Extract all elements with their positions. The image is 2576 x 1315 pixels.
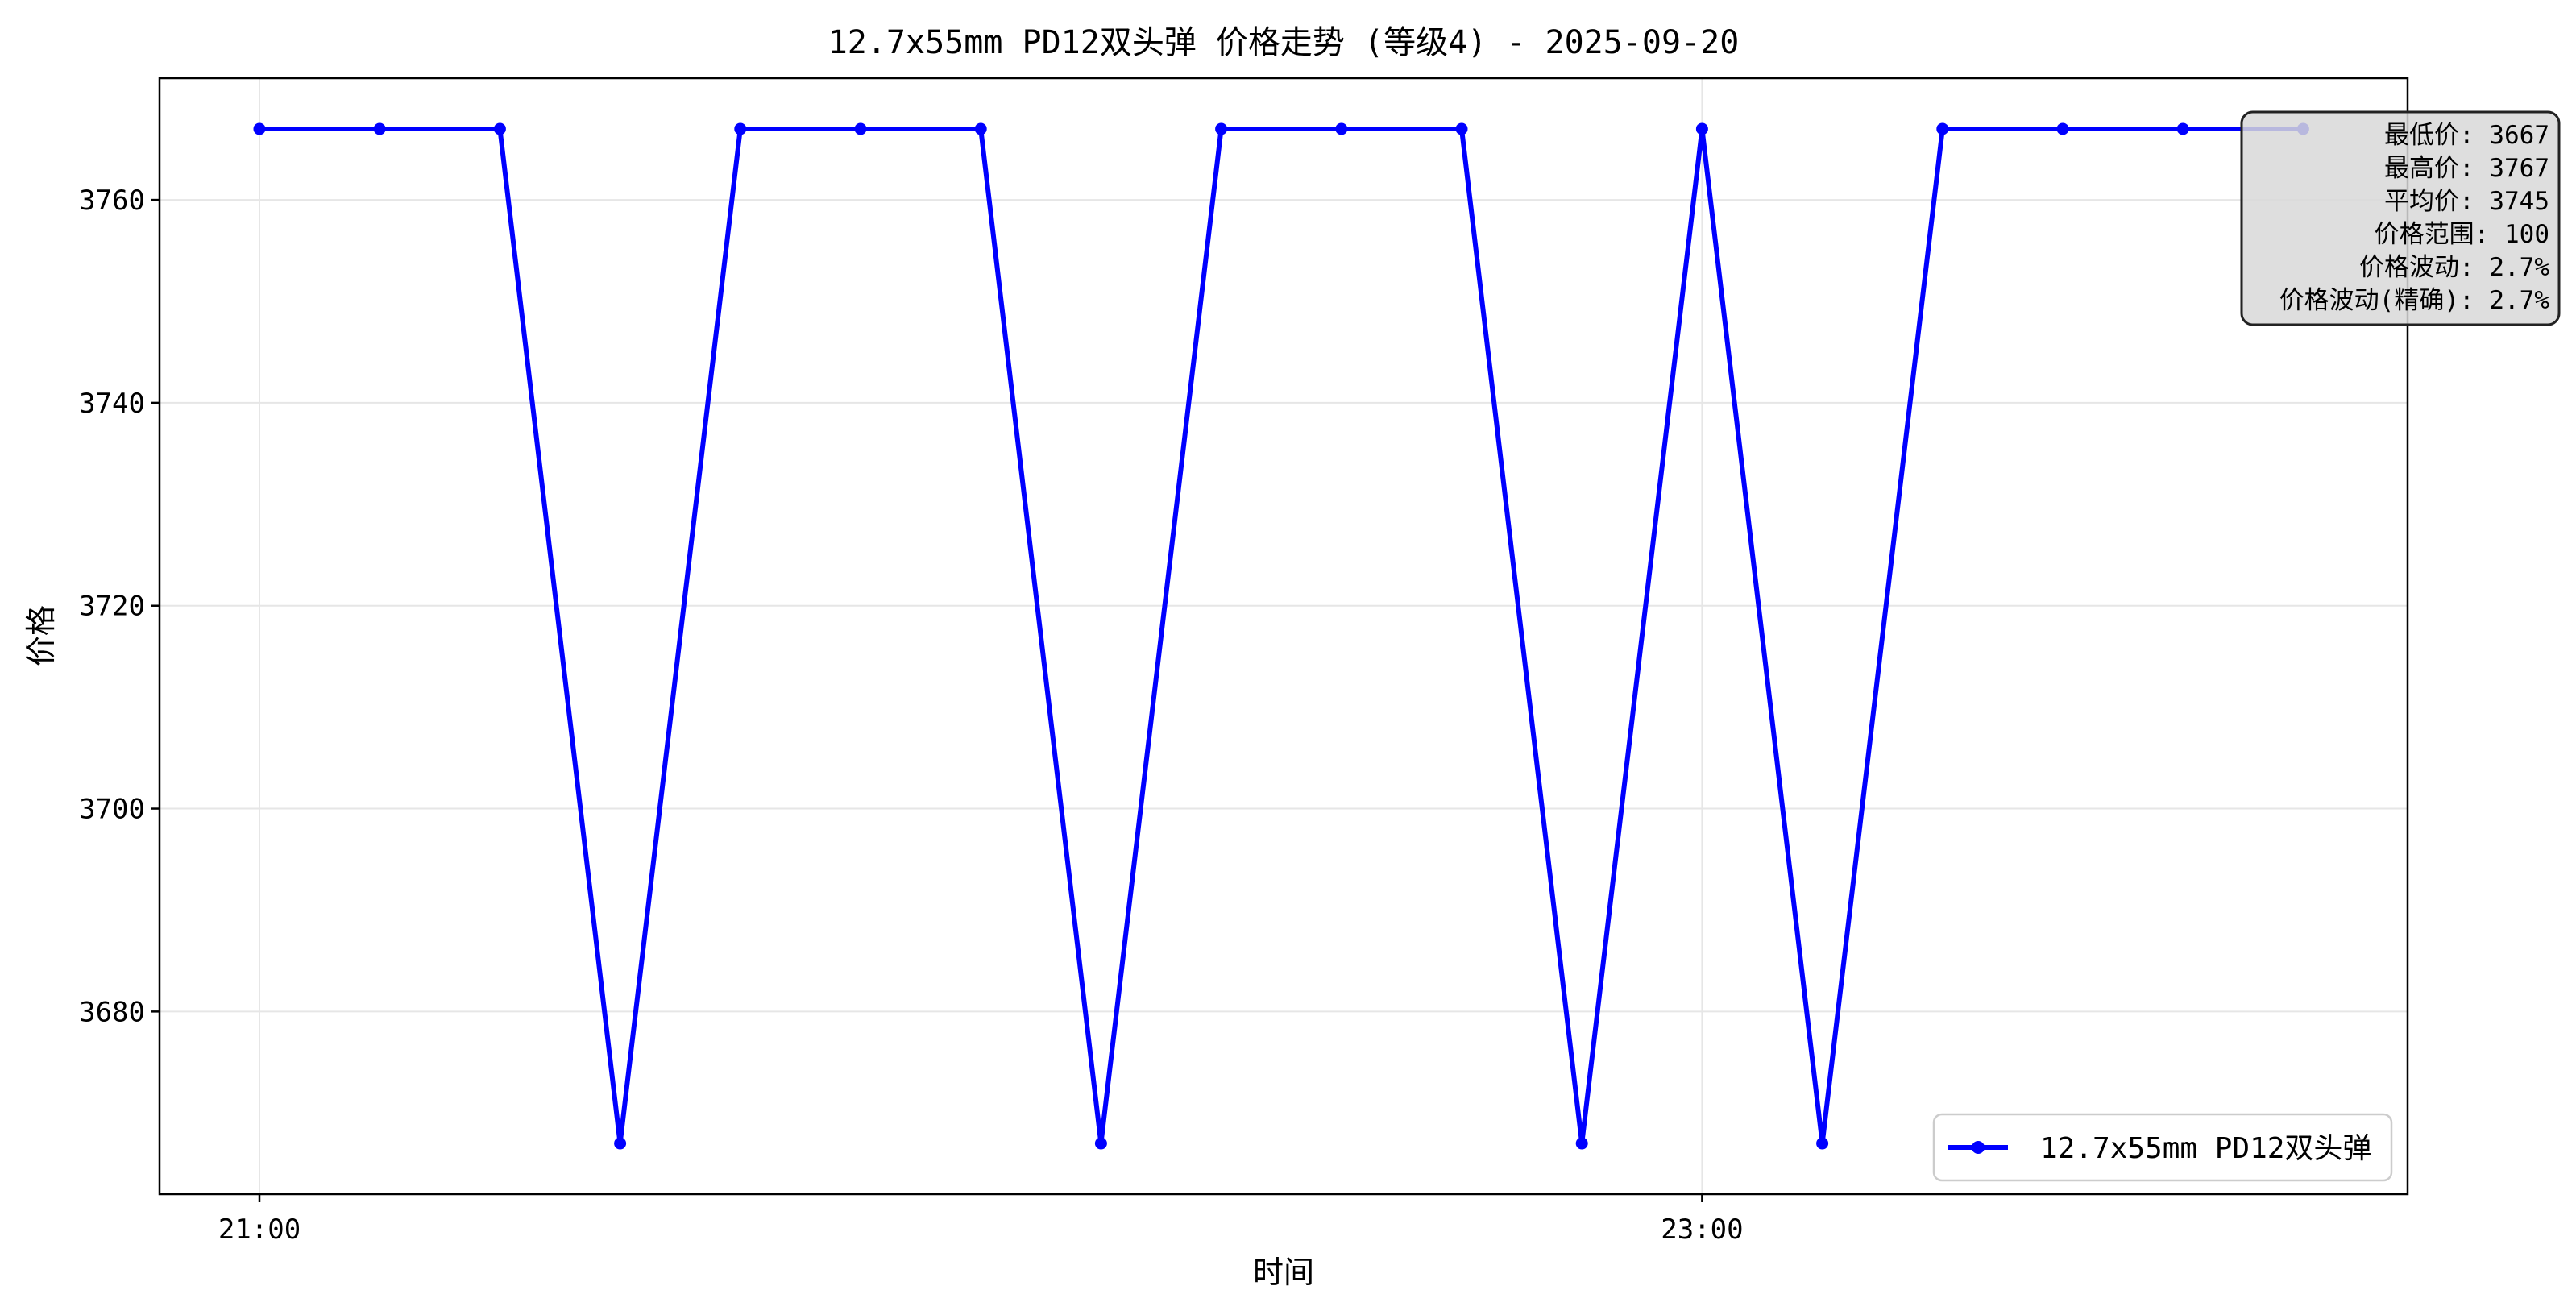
stats-box: 最低价: 3667 最高价: 3767 平均价: 3745 价格范围: 100 … xyxy=(2242,112,2559,325)
stats-line: 最高价: 3767 xyxy=(2384,154,2549,183)
y-tick-label: 3720 xyxy=(79,591,145,623)
data-point xyxy=(1576,1138,1588,1150)
stats-line: 价格范围: 100 xyxy=(2375,220,2549,249)
data-point xyxy=(2177,122,2189,135)
data-point xyxy=(1215,122,1227,135)
legend: 12.7x55mm PD12双头弹 xyxy=(1934,1114,2391,1180)
data-point xyxy=(374,122,386,135)
data-point xyxy=(1335,122,1347,135)
data-point xyxy=(254,122,266,135)
plot-frame xyxy=(160,78,2408,1194)
chart-title: 12.7x55mm PD12双头弹 价格走势 (等级4) - 2025-09-2… xyxy=(828,24,1740,61)
data-point xyxy=(1816,1138,1828,1150)
series-line xyxy=(259,129,2303,1143)
data-point xyxy=(734,122,746,135)
data-point xyxy=(1456,122,1468,135)
y-tick-label: 3700 xyxy=(79,794,145,826)
data-point xyxy=(1936,122,1948,135)
y-tick-label: 3680 xyxy=(79,996,145,1028)
data-point xyxy=(614,1138,626,1150)
stats-line: 价格波动: 2.7% xyxy=(2359,253,2549,282)
stats-line: 价格波动(精确): 2.7% xyxy=(2279,286,2550,315)
data-point xyxy=(855,122,867,135)
data-point xyxy=(1095,1138,1107,1150)
grid-lines xyxy=(160,78,2408,1194)
x-tick-label: 21:00 xyxy=(218,1213,301,1246)
legend-marker-swatch xyxy=(1972,1141,1985,1154)
y-tick-label: 3740 xyxy=(79,388,145,420)
y-tick-label: 3760 xyxy=(79,185,145,217)
x-axis-label: 时间 xyxy=(1253,1255,1314,1290)
data-point xyxy=(2057,122,2069,135)
series-line-layer xyxy=(259,129,2303,1143)
data-point xyxy=(1696,122,1708,135)
stats-line: 平均价: 3745 xyxy=(2384,187,2549,216)
x-tick-label: 23:00 xyxy=(1661,1213,1743,1246)
legend-entry: 12.7x55mm PD12双头弹 xyxy=(2040,1132,2371,1165)
axis-ticks: 3680 3700 3720 3740 3760 21:00 23:00 xyxy=(79,185,1743,1246)
stats-line: 最低价: 3667 xyxy=(2384,121,2549,150)
data-point xyxy=(975,122,987,135)
data-point xyxy=(494,122,506,135)
y-axis-label: 价格 xyxy=(23,605,59,666)
